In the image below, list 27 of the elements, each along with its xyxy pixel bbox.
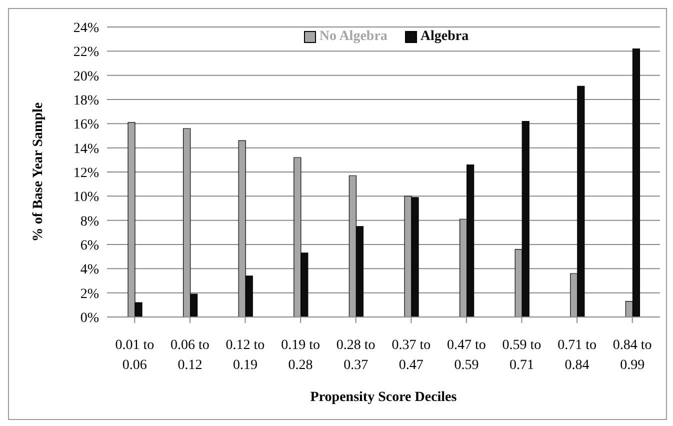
- x-tick-label: 0.71 to 0.84: [558, 338, 596, 373]
- x-tick-label: 0.47 to 0.59: [447, 338, 486, 373]
- y-tick-label: 14%: [73, 142, 100, 157]
- y-tick-label: 12%: [73, 166, 100, 181]
- x-tick-label: 0.28 to 0.37: [336, 338, 376, 373]
- x-tick-label: 0.06 to 0.12: [170, 338, 210, 373]
- y-tick-label: 8%: [80, 214, 100, 230]
- x-tick-label: 0.19 to 0.28: [281, 338, 320, 373]
- y-tick-label: 18%: [73, 93, 100, 108]
- y-axis-title: % of Base Year Sample: [30, 102, 46, 242]
- y-tick-label: 0%: [80, 310, 100, 326]
- y-tick-label: 16%: [73, 118, 100, 133]
- x-tick-label: 0.01 to 0.06: [115, 338, 154, 373]
- x-tick-label: 0.12 to 0.19: [226, 338, 265, 373]
- y-tick-label: 22%: [73, 45, 100, 60]
- legend-label: Algebra: [405, 29, 469, 45]
- y-tick-label: 10%: [73, 190, 100, 206]
- y-tick-label: 6%: [80, 238, 100, 254]
- x-tick-label: 0.84 to 0.99: [612, 338, 652, 373]
- y-tick-label: 24%: [73, 20, 100, 36]
- x-axis-title: Propensity Score Deciles: [310, 390, 458, 405]
- x-tick-label: 0.37 to 0.47: [392, 338, 431, 373]
- y-tick-label: 20%: [73, 69, 100, 84]
- x-tick-label: 0.59 to 0.71: [502, 338, 542, 373]
- y-tick-label: 4%: [80, 262, 100, 278]
- y-tick-label: 2%: [80, 286, 100, 302]
- legend-label: No Algebra: [304, 29, 388, 45]
